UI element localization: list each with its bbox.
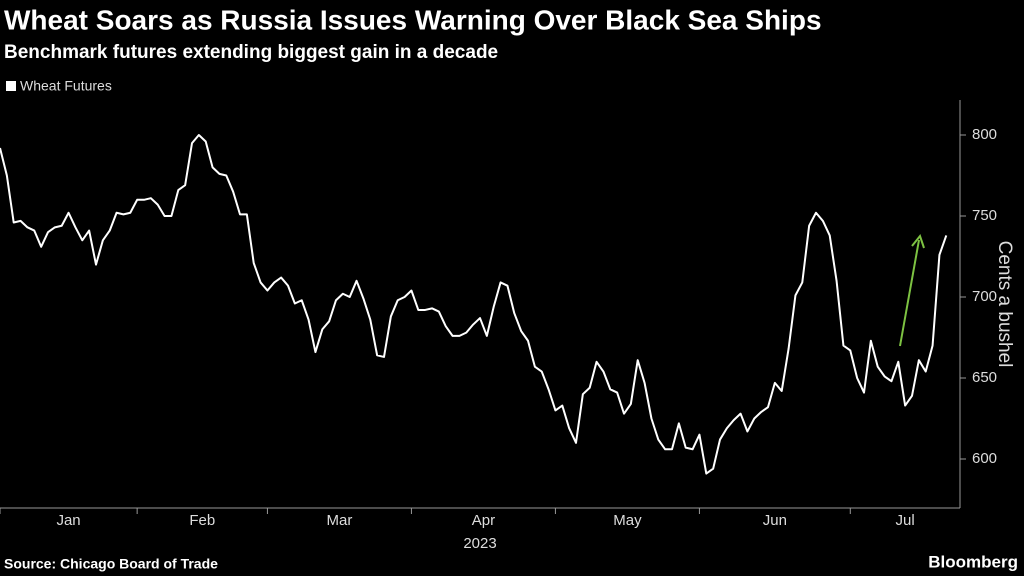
data-line <box>0 134 948 475</box>
annotation-arrowhead <box>911 233 925 249</box>
x-tick-label: Jan <box>56 512 80 529</box>
y-axis-label: Cents a bushel <box>994 241 1015 368</box>
chart-subtitle: Benchmark futures extending biggest gain… <box>4 42 498 63</box>
brand: Bloomberg <box>928 552 1018 571</box>
y-tick-label: 600 <box>972 450 997 467</box>
legend-label: Wheat Futures <box>20 78 112 94</box>
x-tick-label: Jul <box>896 512 915 529</box>
y-tick-label: 800 <box>972 126 997 143</box>
source: Source: Chicago Board of Trade <box>4 556 218 572</box>
x-axis-label: 2023 <box>463 535 496 552</box>
legend-swatch <box>6 81 16 91</box>
chart-title: Wheat Soars as Russia Issues Warning Ove… <box>4 4 822 35</box>
y-tick-label: 750 <box>972 207 997 224</box>
x-tick-label: May <box>613 512 642 529</box>
annotation-arrow <box>899 239 920 347</box>
y-tick-label: 650 <box>972 369 997 386</box>
x-tick-label: Mar <box>327 512 353 529</box>
x-tick-label: Jun <box>763 512 787 529</box>
y-tick-label: 700 <box>972 288 997 305</box>
x-tick-label: Feb <box>189 512 215 529</box>
x-tick-label: Apr <box>472 512 495 529</box>
